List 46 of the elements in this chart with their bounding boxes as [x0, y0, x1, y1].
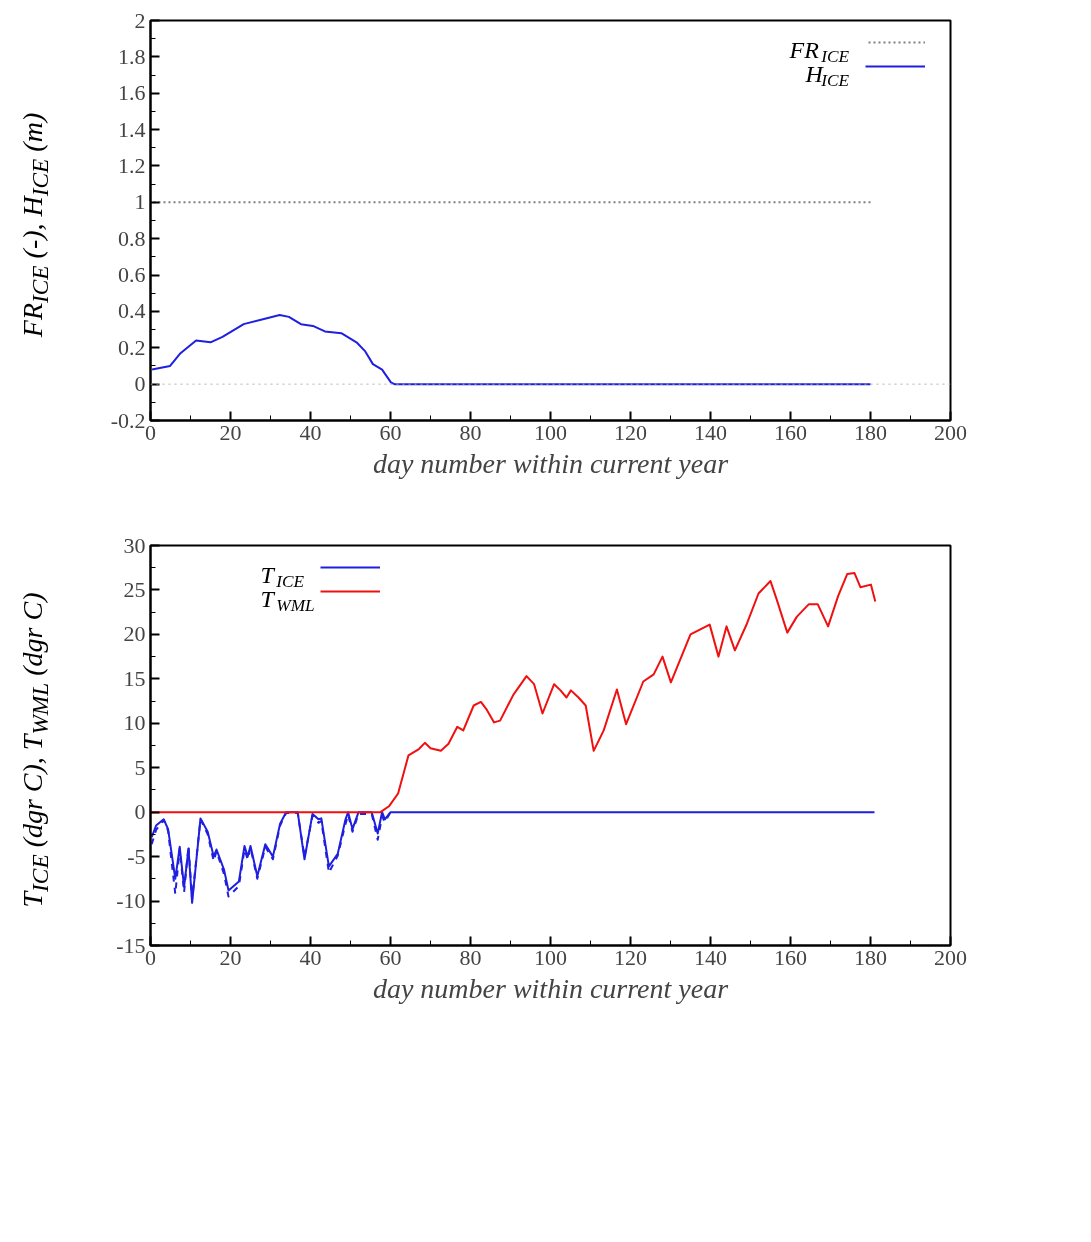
- y-tick-label: 30: [123, 532, 146, 558]
- x-tick-label: 160: [774, 419, 807, 445]
- y-tick-label: -0.2: [110, 407, 146, 433]
- y-tick-label: 10: [123, 710, 146, 736]
- x-tick-label: 80: [459, 944, 482, 970]
- y-tick-label: 2: [134, 7, 146, 33]
- x-tick-label: 40: [299, 944, 322, 970]
- y-tick-label: 5: [134, 754, 146, 780]
- y-tick-label: 20: [123, 621, 146, 647]
- y-tick-label: -10: [116, 888, 146, 914]
- y-tick-label: 15: [123, 665, 146, 691]
- x-tick-label: 60: [379, 944, 402, 970]
- y-tick-label: 1.2: [118, 152, 146, 178]
- x-tick-label: 20: [219, 944, 242, 970]
- y-tick-label: 1.6: [118, 80, 146, 106]
- y-tick-label: 0.2: [118, 334, 146, 360]
- y-tick-label: 0: [134, 371, 146, 397]
- y-tick-label: 1.4: [118, 116, 146, 142]
- x-tick-label: 120: [614, 944, 647, 970]
- x-tick-label: 200: [934, 944, 967, 970]
- x-tick-label: 80: [459, 419, 482, 445]
- x-axis-title: day number within current year: [372, 972, 729, 1004]
- x-tick-label: 120: [614, 419, 647, 445]
- x-axis-title: day number within current year: [372, 447, 729, 479]
- x-tick-label: 160: [774, 944, 807, 970]
- x-tick-label: 180: [854, 419, 887, 445]
- y-tick-label: -15: [116, 932, 146, 958]
- x-tick-label: 180: [854, 944, 887, 970]
- x-tick-label: 140: [694, 419, 727, 445]
- x-tick-label: 40: [299, 419, 322, 445]
- y-tick-label: 0.4: [118, 298, 146, 324]
- line-series: [151, 314, 872, 386]
- y-tick-label: 1.8: [118, 43, 146, 69]
- y-tick-label: 0.6: [118, 262, 146, 288]
- y-tick-label: 0.8: [118, 225, 146, 251]
- line-series: [150, 811, 876, 904]
- x-tick-label: 200: [934, 419, 967, 445]
- x-tick-label: 20: [219, 419, 242, 445]
- x-tick-label: 60: [379, 419, 402, 445]
- x-tick-label: 100: [534, 944, 567, 970]
- y-tick-label: 1: [134, 189, 146, 215]
- y-tick-label: -5: [127, 843, 146, 869]
- y-tick-label: 25: [123, 576, 146, 602]
- x-tick-label: 140: [694, 944, 727, 970]
- x-tick-label: 100: [534, 419, 567, 445]
- y-tick-label: 0: [134, 799, 146, 825]
